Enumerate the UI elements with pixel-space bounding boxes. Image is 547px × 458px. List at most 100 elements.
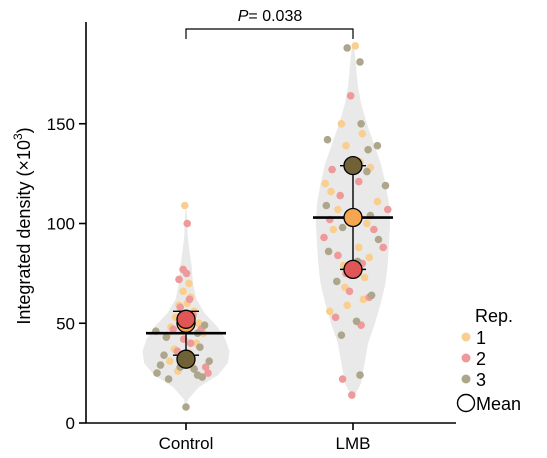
data-point-rep1 bbox=[342, 141, 350, 150]
data-point-rep1 bbox=[343, 301, 352, 310]
data-point-rep1 bbox=[327, 187, 335, 196]
data-point-rep3 bbox=[337, 331, 346, 340]
data-point-rep3 bbox=[367, 291, 376, 300]
data-point-rep3 bbox=[324, 247, 333, 256]
p-value-label: P= 0.038 bbox=[238, 8, 303, 25]
legend: Rep. 123 Mean bbox=[456, 306, 521, 414]
data-point-rep1 bbox=[359, 295, 368, 304]
legend-items: 123 bbox=[461, 328, 486, 390]
data-point-rep1 bbox=[329, 225, 338, 234]
data-point-rep1 bbox=[337, 120, 346, 128]
data-point-rep2 bbox=[328, 165, 336, 174]
x-tick-label-lmb: LMB bbox=[336, 434, 371, 453]
data-point-rep1 bbox=[181, 201, 189, 210]
data-point-rep2 bbox=[204, 369, 212, 377]
data-point-rep2 bbox=[334, 251, 342, 260]
y-tick-label: 0 bbox=[66, 414, 75, 433]
data-point-rep2 bbox=[169, 325, 177, 334]
data-point-rep2 bbox=[183, 219, 191, 228]
data-point-rep3 bbox=[196, 343, 204, 352]
data-point-rep1 bbox=[179, 287, 187, 296]
data-point-rep1 bbox=[195, 319, 203, 328]
data-point-rep3 bbox=[153, 369, 161, 377]
data-point-rep1 bbox=[358, 129, 367, 138]
replicate-mean-rep3 bbox=[343, 155, 363, 176]
data-point-rep2 bbox=[320, 233, 328, 242]
data-point-rep1 bbox=[321, 179, 330, 188]
y-tick-label: 150 bbox=[47, 115, 75, 134]
data-point-rep2 bbox=[175, 275, 183, 284]
replicate-mean-rep3 bbox=[176, 349, 196, 369]
significance-bracket: P= 0.038 bbox=[185, 8, 354, 39]
y-axis-title: Integrated density (×103) bbox=[11, 127, 34, 324]
data-point-rep3 bbox=[357, 120, 365, 128]
legend-marker-rep3 bbox=[461, 374, 471, 384]
data-point-rep2 bbox=[348, 391, 356, 399]
data-point-rep1 bbox=[363, 219, 371, 228]
data-point-rep3 bbox=[381, 181, 390, 190]
legend-mean-label: Mean bbox=[476, 394, 521, 414]
data-point-rep1 bbox=[185, 279, 193, 288]
data-point-rep3 bbox=[356, 371, 364, 379]
data-point-rep1 bbox=[360, 273, 369, 282]
x-tick-label-control: Control bbox=[159, 434, 214, 453]
data-point-rep1 bbox=[351, 42, 360, 50]
data-point-rep2 bbox=[379, 243, 388, 252]
legend-title: Rep. bbox=[475, 306, 513, 326]
summary-layer bbox=[146, 155, 393, 369]
data-point-rep3 bbox=[333, 277, 341, 286]
data-point-rep2 bbox=[345, 287, 354, 296]
data-point-rep1 bbox=[326, 307, 334, 316]
data-point-rep3 bbox=[156, 361, 165, 369]
data-point-rep3 bbox=[343, 44, 352, 52]
data-point-rep3 bbox=[352, 317, 361, 326]
legend-label-rep1: 1 bbox=[476, 328, 486, 348]
data-point-rep3 bbox=[322, 201, 331, 210]
data-point-rep2 bbox=[186, 339, 195, 348]
data-point-rep3 bbox=[364, 145, 372, 154]
data-point-rep3 bbox=[363, 167, 371, 176]
y-ticks: 0 50 100 150 bbox=[47, 115, 86, 433]
data-point-rep3 bbox=[205, 357, 213, 366]
data-point-rep3 bbox=[190, 365, 198, 373]
data-point-rep2 bbox=[185, 295, 194, 304]
replicate-mean-rep2 bbox=[176, 309, 196, 329]
data-point-rep3 bbox=[198, 373, 206, 381]
replicate-mean-rep1 bbox=[343, 207, 363, 228]
legend-label-rep2: 2 bbox=[476, 349, 486, 369]
data-point-rep2 bbox=[384, 205, 392, 214]
data-point-rep1 bbox=[334, 205, 342, 214]
data-point-rep3 bbox=[323, 135, 332, 144]
legend-marker-rep2 bbox=[461, 353, 471, 363]
bracket-line bbox=[185, 28, 354, 39]
x-ticks: Control LMB bbox=[159, 423, 371, 453]
data-point-rep3 bbox=[162, 333, 171, 342]
legend-marker-rep1 bbox=[461, 332, 471, 342]
data-points-layer bbox=[152, 42, 392, 411]
legend-mean-marker bbox=[456, 393, 476, 413]
replicate-mean-rep2 bbox=[343, 259, 363, 280]
data-point-rep2 bbox=[201, 363, 210, 371]
legend-label-rep3: 3 bbox=[476, 370, 486, 390]
data-point-rep3 bbox=[160, 351, 168, 360]
data-point-rep1 bbox=[166, 357, 174, 366]
data-point-rep3 bbox=[374, 235, 383, 244]
data-point-rep2 bbox=[355, 177, 363, 186]
y-tick-label: 50 bbox=[56, 314, 75, 333]
data-point-rep2 bbox=[336, 191, 345, 200]
data-point-rep3 bbox=[373, 141, 382, 150]
y-tick-label: 100 bbox=[47, 215, 75, 234]
data-point-rep3 bbox=[356, 58, 364, 66]
data-point-rep3 bbox=[200, 321, 209, 330]
data-point-rep3 bbox=[338, 223, 347, 232]
data-point-rep2 bbox=[370, 225, 378, 234]
data-point-rep1 bbox=[355, 243, 363, 252]
data-point-rep3 bbox=[182, 403, 190, 411]
data-point-rep2 bbox=[331, 313, 340, 322]
data-point-rep1 bbox=[373, 197, 382, 206]
data-point-rep2 bbox=[338, 375, 347, 383]
data-point-rep3 bbox=[164, 375, 173, 383]
data-point-rep2 bbox=[346, 92, 355, 100]
data-point-rep1 bbox=[365, 253, 374, 262]
